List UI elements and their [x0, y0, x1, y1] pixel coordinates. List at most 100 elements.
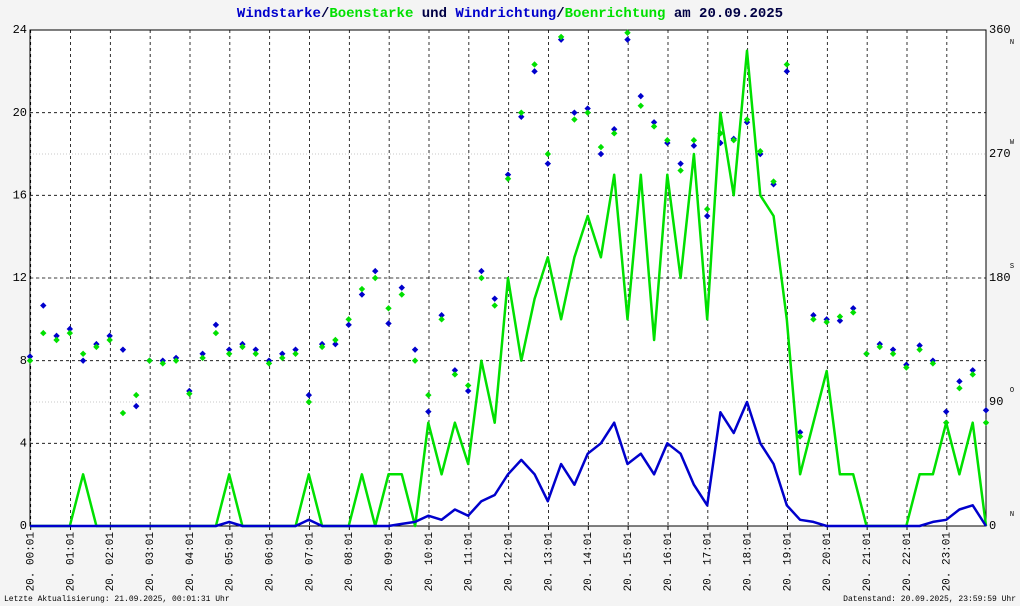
direction-point	[677, 167, 684, 174]
x-tick-label: 20. 21:01	[862, 532, 874, 592]
direction-point	[252, 346, 259, 353]
title-text: /	[556, 6, 564, 22]
direction-point	[783, 61, 791, 68]
direction-point	[544, 160, 552, 167]
direction-point	[611, 130, 618, 137]
direction-point	[225, 350, 233, 357]
direction-point	[823, 318, 830, 326]
x-tick-label: 20. 17:01	[703, 532, 715, 592]
direction-point	[850, 309, 857, 316]
direction-point	[385, 305, 392, 312]
direction-point	[119, 346, 127, 353]
direction-point	[332, 336, 339, 344]
direction-point	[106, 332, 113, 340]
direction-point	[172, 357, 180, 364]
direction-point	[956, 385, 963, 392]
direction-point	[690, 142, 698, 149]
direction-point	[969, 371, 976, 378]
x-tick-label: 20. 01:01	[65, 532, 77, 592]
direction-point	[40, 329, 47, 337]
direction-point	[358, 285, 366, 293]
x-tick-label: 20. 15:01	[623, 532, 635, 592]
direction-point	[531, 68, 538, 75]
direction-point	[385, 320, 392, 327]
direction-point	[26, 353, 34, 360]
speed-line	[30, 400, 988, 528]
direction-point	[982, 407, 990, 414]
x-tick-label: 20. 04:01	[185, 532, 197, 592]
direction-point	[942, 408, 950, 415]
direction-point	[398, 291, 405, 298]
direction-point	[690, 137, 698, 144]
direction-point	[531, 61, 538, 68]
direction-point	[956, 378, 963, 385]
y2-tick-label: 0	[989, 519, 996, 533]
direction-point	[730, 137, 737, 144]
y-tick-label: 16	[13, 189, 27, 203]
direction-point	[451, 371, 459, 378]
x-tick-label: 20. 05:01	[225, 532, 237, 592]
y2-tick-label: 270	[989, 147, 1011, 161]
direction-point	[518, 113, 525, 120]
direction-point	[146, 357, 153, 364]
direction-point	[863, 350, 870, 357]
x-tick-label: 20. 14:01	[583, 532, 595, 592]
direction-point	[969, 367, 976, 374]
direction-point	[810, 312, 817, 319]
x-tick-label: 20. 00:01	[26, 532, 38, 592]
direction-point	[757, 148, 764, 155]
title-text: und	[413, 6, 455, 22]
x-tick-label: 20. 09:01	[384, 532, 396, 592]
direction-point	[571, 116, 578, 123]
direction-point	[810, 316, 817, 323]
direction-point	[557, 33, 565, 41]
title-series-name: Boenstarke	[329, 6, 413, 22]
direction-point	[133, 391, 140, 399]
title-series-name: Boenrichtung	[565, 6, 666, 22]
direction-point	[836, 313, 844, 320]
direction-point	[79, 357, 87, 364]
direction-point	[425, 391, 432, 399]
direction-point	[265, 360, 273, 367]
direction-point	[637, 102, 644, 109]
direction-point	[650, 123, 658, 130]
x-tick-label: 20. 20:01	[822, 532, 834, 592]
direction-point	[159, 360, 166, 367]
direction-point	[637, 92, 644, 100]
x-tick-label: 20. 10:01	[424, 532, 436, 592]
direction-point	[279, 354, 286, 362]
direction-point	[305, 398, 313, 406]
direction-point	[584, 105, 591, 112]
direction-point	[929, 360, 937, 367]
direction-point	[411, 346, 419, 353]
direction-point	[916, 346, 923, 353]
direction-point	[318, 343, 326, 351]
x-tick-label: 20. 18:01	[743, 532, 755, 592]
direction-point	[199, 354, 206, 362]
direction-point	[372, 267, 379, 275]
direction-point	[584, 109, 591, 116]
y-tick-label: 12	[13, 271, 27, 285]
y2-tick-label: 360	[989, 23, 1011, 37]
direction-point	[703, 205, 711, 213]
direction-point	[66, 329, 74, 337]
direction-point	[464, 382, 472, 389]
y-tick-label: 0	[20, 519, 27, 533]
direction-point	[199, 350, 206, 357]
x-tick-label: 20. 11:01	[464, 532, 476, 592]
direction-point	[783, 68, 791, 75]
title-text: am 20.09.2025	[665, 6, 783, 22]
x-tick-label: 20. 23:01	[942, 532, 954, 592]
direction-point	[225, 346, 233, 353]
direction-point	[53, 336, 60, 344]
direction-point	[239, 343, 246, 351]
direction-point	[677, 160, 684, 167]
direction-point	[478, 267, 485, 275]
direction-point	[119, 409, 127, 417]
y-tick-label: 4	[20, 437, 27, 451]
direction-point	[624, 36, 631, 43]
title-text: /	[321, 6, 329, 22]
x-tick-label: 20. 13:01	[543, 532, 555, 592]
direction-point	[411, 357, 419, 364]
